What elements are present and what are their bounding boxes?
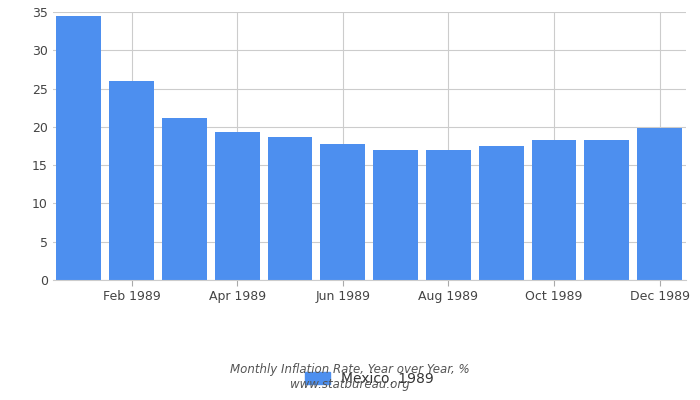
Text: Monthly Inflation Rate, Year over Year, %: Monthly Inflation Rate, Year over Year, … <box>230 364 470 376</box>
Bar <box>215 132 260 280</box>
Bar <box>426 150 471 280</box>
Bar <box>162 118 207 280</box>
Bar <box>531 140 577 280</box>
Legend: Mexico, 1989: Mexico, 1989 <box>304 372 434 386</box>
Bar <box>57 16 102 280</box>
Text: www.statbureau.org: www.statbureau.org <box>290 378 410 391</box>
Bar <box>321 144 365 280</box>
Bar <box>637 128 682 280</box>
Bar <box>373 150 418 280</box>
Bar <box>584 140 629 280</box>
Bar <box>479 146 524 280</box>
Bar <box>109 81 154 280</box>
Bar <box>267 137 312 280</box>
